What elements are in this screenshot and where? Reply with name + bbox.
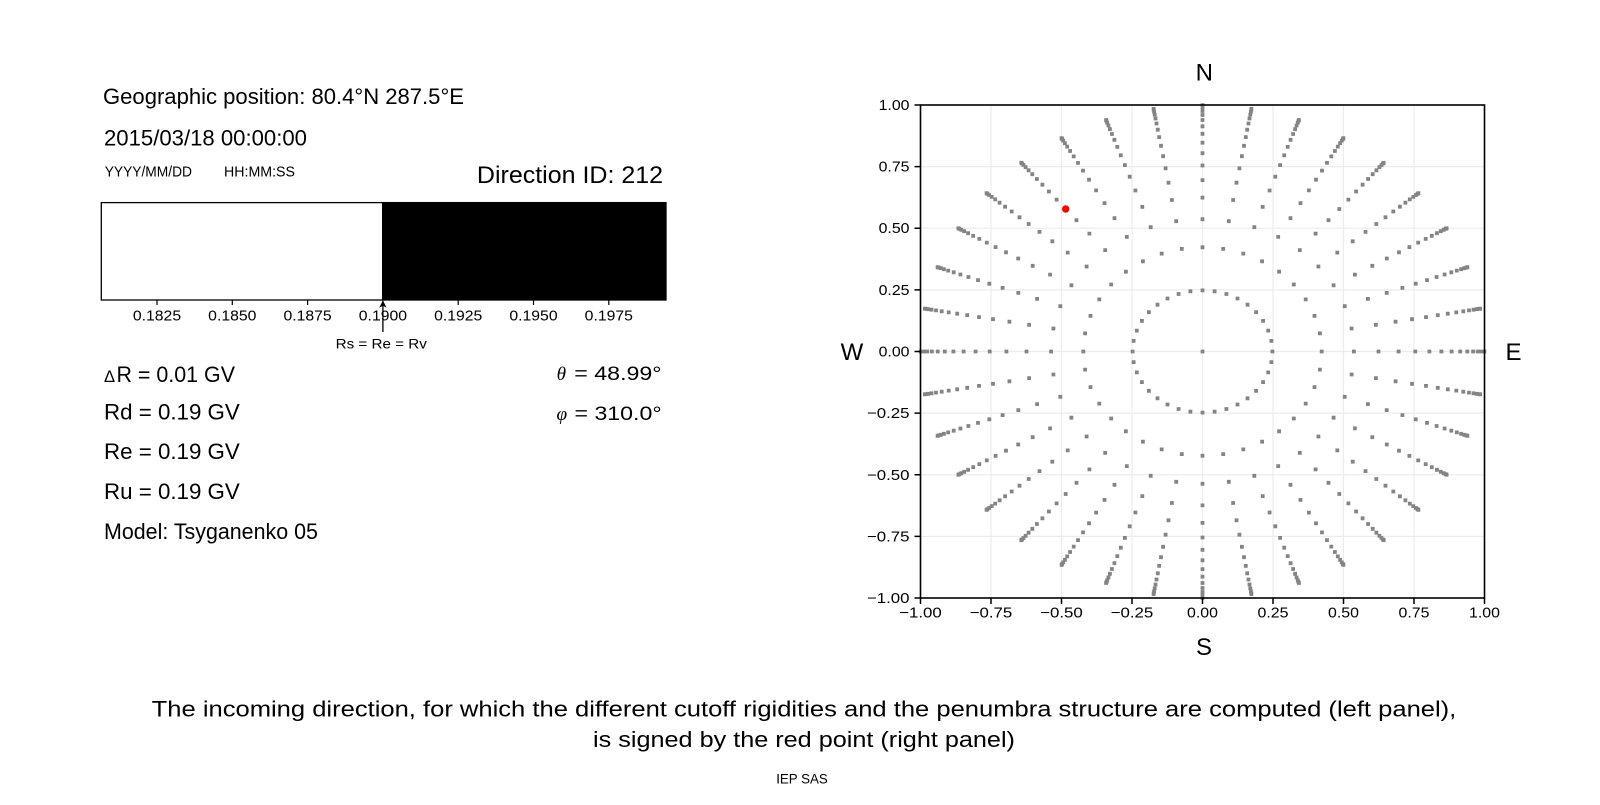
svg-text:0.25: 0.25 — [1258, 605, 1289, 621]
svg-text:Geographic position: 80.4°N 28: Geographic position: 80.4°N 287.5°E — [103, 84, 464, 109]
svg-text:Direction ID: 212: Direction ID: 212 — [477, 163, 663, 189]
svg-text:0.50: 0.50 — [879, 221, 910, 237]
svg-text:R = 0.01 GV: R = 0.01 GV — [117, 362, 236, 387]
svg-text:−1.00: −1.00 — [899, 605, 942, 621]
svg-text:0.00: 0.00 — [879, 345, 910, 361]
svg-text:Rs = Re = Rv: Rs = Re = Rv — [336, 336, 427, 351]
svg-text:is signed by the red point (ri: is signed by the red point (right panel) — [593, 727, 1015, 752]
svg-text:θ: θ — [557, 364, 566, 385]
svg-text:0.75: 0.75 — [879, 160, 910, 176]
svg-text:= 48.99°: = 48.99° — [574, 363, 661, 385]
svg-text:0.1925: 0.1925 — [434, 309, 482, 325]
svg-text:The incoming direction, for wh: The incoming direction, for which the di… — [152, 697, 1457, 722]
svg-text:Δ: Δ — [104, 368, 115, 386]
svg-text:0.50: 0.50 — [1328, 605, 1359, 621]
svg-text:−0.25: −0.25 — [1111, 605, 1154, 621]
svg-text:1.00: 1.00 — [1469, 605, 1500, 621]
svg-text:IEP SAS: IEP SAS — [776, 770, 828, 786]
svg-text:−0.50: −0.50 — [1040, 605, 1083, 621]
svg-text:0.1825: 0.1825 — [133, 309, 181, 325]
svg-text:−1.00: −1.00 — [867, 591, 910, 607]
svg-text:Re = 0.19 GV: Re = 0.19 GV — [104, 439, 240, 464]
svg-text:Model: Tsyganenko 05: Model: Tsyganenko 05 — [104, 519, 318, 544]
svg-text:Ru = 0.19 GV: Ru = 0.19 GV — [104, 479, 240, 504]
svg-text:0.00: 0.00 — [1187, 605, 1218, 621]
svg-text:YYYY/MM/DD: YYYY/MM/DD — [105, 165, 192, 181]
svg-text:0.25: 0.25 — [879, 283, 910, 299]
svg-text:φ: φ — [557, 404, 568, 425]
svg-text:0.75: 0.75 — [1399, 605, 1430, 621]
svg-text:W: W — [841, 339, 864, 366]
svg-text:−0.75: −0.75 — [970, 605, 1013, 621]
svg-text:0.1975: 0.1975 — [585, 309, 633, 325]
svg-text:= 310.0°: = 310.0° — [575, 403, 662, 425]
svg-text:−0.25: −0.25 — [867, 406, 910, 422]
svg-text:S: S — [1196, 634, 1212, 661]
svg-text:N: N — [1196, 60, 1213, 87]
svg-text:2015/03/18 00:00:00: 2015/03/18 00:00:00 — [104, 125, 307, 150]
svg-text:E: E — [1505, 339, 1521, 366]
svg-text:0.1850: 0.1850 — [208, 309, 256, 325]
svg-text:0.1950: 0.1950 — [509, 309, 557, 325]
svg-text:−0.75: −0.75 — [867, 529, 910, 545]
svg-text:Rd = 0.19 GV: Rd = 0.19 GV — [104, 400, 240, 425]
svg-text:1.00: 1.00 — [879, 98, 910, 114]
svg-text:−0.50: −0.50 — [867, 468, 910, 484]
svg-text:HH:MM:SS: HH:MM:SS — [224, 165, 295, 181]
svg-text:0.1875: 0.1875 — [284, 309, 332, 325]
